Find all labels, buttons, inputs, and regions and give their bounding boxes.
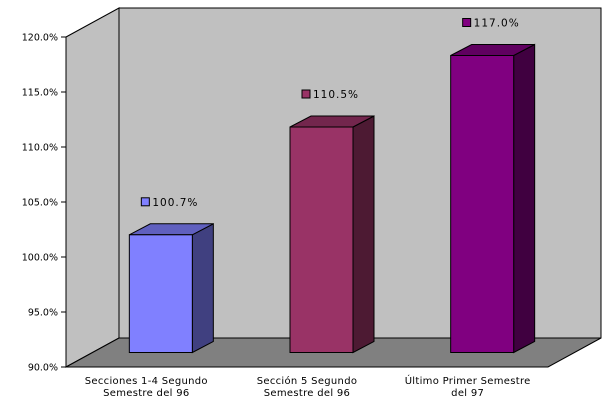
bar (289, 115, 375, 354)
y-tick-label: 90.0% (28, 363, 58, 374)
data-label-key (462, 18, 472, 27)
bar-side (191, 222, 214, 354)
y-tick-label: 105.0% (22, 198, 58, 209)
x-category-label-line: Semestre del 96 (103, 388, 189, 399)
x-category-label-line: Secciones 1-4 Segundo (85, 376, 208, 387)
plot-area: 90.0% 95.0% 100.0% 105.0% 110.0% 115.0% 120.0%… (22, 7, 602, 399)
data-label: 110.5% (313, 89, 359, 101)
bar-side (352, 115, 375, 354)
x-category-label: Sección 5 Segundo Semestre del 96 (257, 375, 358, 399)
bar (128, 222, 214, 354)
y-tick-label: 95.0% (28, 308, 58, 319)
y-tick-label: 120.0% (22, 33, 58, 44)
bar (450, 43, 536, 354)
side-wall (65, 7, 120, 368)
x-category-label-line: Último Primer Semestre (405, 374, 531, 387)
bar-side (513, 43, 536, 354)
y-tick-label: 110.0% (22, 143, 58, 154)
data-label: 100.7% (152, 197, 198, 209)
data-label-key (301, 89, 311, 99)
x-category-label-line: Sección 5 Segundo (257, 375, 358, 387)
data-label-key (140, 197, 150, 207)
bar-front (289, 126, 354, 353)
y-tick-label: 115.0% (22, 88, 58, 99)
bar-front (128, 234, 193, 353)
x-category-label-line: Semestre del 96 (264, 388, 350, 399)
x-category-label: Secciones 1-4 Segundo Semestre del 96 (85, 376, 208, 399)
x-category-label-line: del 97 (451, 388, 484, 399)
data-label: 117.0% (474, 18, 520, 30)
y-tick-label: 100.0% (22, 253, 58, 264)
bar-front (450, 55, 515, 353)
x-category-label: Último Primer Semestre del 97 (405, 374, 531, 399)
